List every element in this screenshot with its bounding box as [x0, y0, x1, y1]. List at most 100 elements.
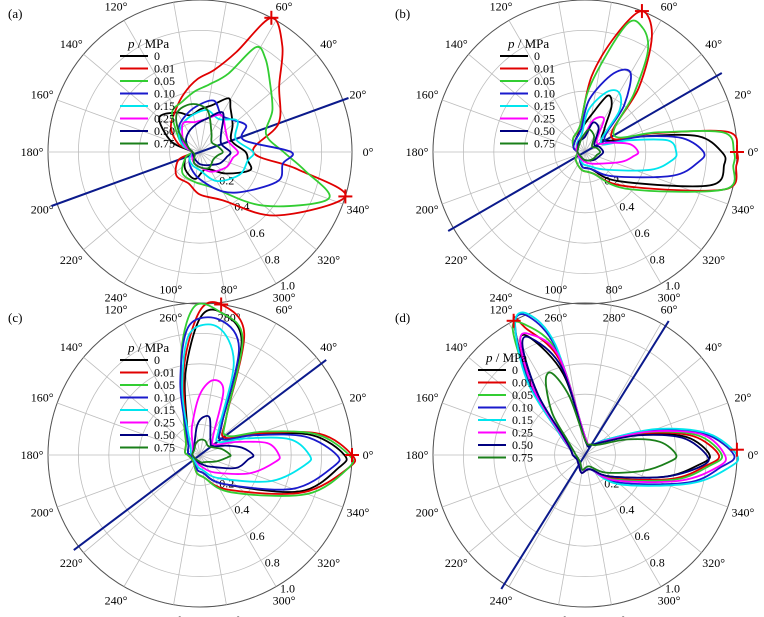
- angle-tick-label: 20°: [349, 88, 366, 102]
- angle-tick-label: 300°: [658, 594, 681, 608]
- angle-tick-label: 0°: [363, 448, 374, 462]
- angle-tick-label: 320°: [317, 253, 340, 267]
- angle-tick-label: 220°: [445, 556, 468, 570]
- reference-axis-line: [500, 320, 670, 590]
- angle-tick-label: 0°: [748, 145, 759, 159]
- series-line-0.10: [179, 316, 341, 491]
- legend-entry: 0.25: [512, 426, 533, 440]
- angle-tick-label: 20°: [734, 88, 751, 102]
- legend-entry: 0.10: [534, 87, 555, 101]
- angle-tick-label: 160°: [31, 391, 54, 405]
- max-marker: [345, 448, 359, 462]
- radial-tick-label: 1.0: [665, 279, 680, 293]
- radial-tick-label: 0.4: [234, 200, 249, 214]
- angle-tick-label: 0°: [748, 448, 759, 462]
- radial-tick-label: 0.4: [619, 200, 634, 214]
- grid-spoke: [83, 454, 201, 554]
- legend-entry: 0.10: [512, 401, 533, 415]
- legend-entry: 0.05: [154, 74, 175, 88]
- angle-tick-label: 80°: [221, 283, 238, 297]
- angle-tick-label: 40°: [705, 340, 722, 354]
- grid-spoke: [468, 151, 586, 251]
- series-line-0.01: [512, 316, 721, 481]
- legend-entry: 0.50: [154, 428, 175, 442]
- angle-tick-label: 260°: [544, 310, 567, 324]
- angle-tick-label: 280°: [603, 310, 626, 324]
- legend-entry: 0.75: [534, 137, 555, 151]
- legend-entry: 0: [154, 49, 160, 63]
- angle-tick-label: 180°: [21, 145, 44, 159]
- angle-tick-label: 200°: [416, 506, 439, 520]
- legend-entry: 0.10: [154, 391, 175, 405]
- legend-entry: 0.75: [154, 137, 175, 151]
- angle-tick-label: 200°: [31, 203, 54, 217]
- legend-entry: 0.15: [534, 99, 555, 113]
- legend-entry: 0: [154, 353, 160, 367]
- legend-entry: 0.50: [534, 124, 555, 138]
- angle-tick-label: 300°: [273, 594, 296, 608]
- angle-tick-label: 240°: [105, 594, 128, 608]
- max-marker: [634, 4, 649, 19]
- panel-label: (a): [8, 6, 22, 21]
- grid-spoke: [558, 2, 586, 153]
- angle-tick-label: 300°: [658, 291, 681, 305]
- reference-axis-line: [73, 359, 327, 551]
- series-line-0.15: [181, 323, 313, 483]
- series-line-0.75: [576, 128, 602, 162]
- radial-tick-label: 0.6: [250, 226, 265, 240]
- max-marker: [214, 297, 229, 312]
- reference-axis-line: [447, 72, 723, 232]
- grid-spoke: [442, 151, 586, 205]
- angle-tick-label: 20°: [734, 391, 751, 405]
- angle-tick-label: 120°: [490, 0, 513, 14]
- max-marker: [730, 145, 744, 159]
- legend-entry: 0.15: [154, 99, 175, 113]
- grid-spoke: [199, 2, 227, 153]
- angle-tick-label: 240°: [490, 291, 513, 305]
- legend-entry: 0.15: [512, 413, 533, 427]
- grid-spoke: [442, 454, 586, 508]
- grid-spoke: [442, 99, 586, 153]
- angle-tick-label: 280°: [218, 613, 241, 617]
- radial-tick-label: 0.8: [265, 555, 280, 569]
- series-line-0.10: [572, 68, 706, 179]
- grid-spoke: [123, 20, 201, 153]
- legend-entry: 0.05: [534, 74, 555, 88]
- max-marker: [729, 442, 744, 457]
- max-marker: [506, 313, 521, 328]
- legend-entry: 0.05: [512, 388, 533, 402]
- radial-tick-label: 0.6: [250, 529, 265, 543]
- grid-spoke: [57, 454, 201, 508]
- legend-entry: 0.50: [512, 438, 533, 452]
- angle-tick-label: 60°: [276, 0, 293, 14]
- angle-tick-label: 320°: [702, 253, 725, 267]
- angle-tick-label: 160°: [416, 88, 439, 102]
- radial-tick-label: 0.6: [635, 529, 650, 543]
- angle-tick-label: 340°: [731, 506, 754, 520]
- angle-tick-label: 320°: [317, 556, 340, 570]
- angle-tick-label: 140°: [60, 37, 83, 51]
- angle-tick-label: 180°: [406, 448, 429, 462]
- grid-spoke: [584, 151, 728, 205]
- grid-spoke: [468, 53, 586, 153]
- legend-entry: 0.25: [154, 416, 175, 430]
- legend-entry: 0.05: [154, 378, 175, 392]
- grid-spoke: [584, 454, 612, 605]
- grid-spoke: [199, 323, 277, 456]
- grid-spoke: [57, 402, 201, 456]
- radial-tick-label: 1.0: [280, 279, 295, 293]
- grid-spoke: [584, 356, 702, 456]
- angle-tick-label: 60°: [661, 303, 678, 317]
- radial-tick-label: 1.0: [280, 582, 295, 596]
- grid-spoke: [199, 151, 227, 302]
- polar-panel-2: 0° 20° 40° 60° 80° 100° 120° 140° 160° 180° 200° 22…: [395, 0, 759, 324]
- angle-tick-label: 120°: [105, 303, 128, 317]
- angle-tick-label: 40°: [320, 37, 337, 51]
- angle-tick-label: 240°: [105, 291, 128, 305]
- legend-entry: 0.75: [154, 441, 175, 455]
- legend-entry: 0.15: [154, 403, 175, 417]
- legend-entry: 0.01: [154, 366, 175, 380]
- angle-tick-label: 340°: [346, 506, 369, 520]
- angle-tick-label: 280°: [603, 613, 626, 617]
- panel-label: (b): [395, 6, 410, 21]
